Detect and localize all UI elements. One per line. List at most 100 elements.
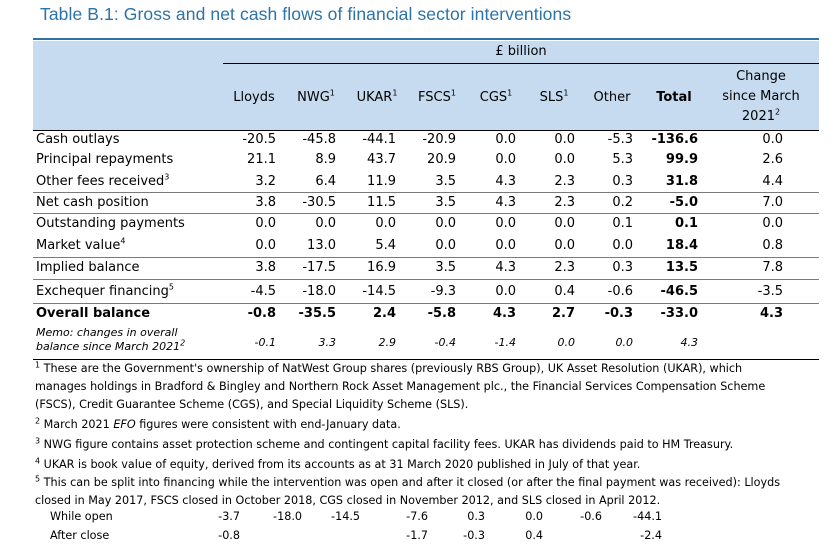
cell-sls: 2.3 bbox=[554, 195, 575, 210]
cell-change: 2.6 bbox=[762, 152, 783, 167]
cell-nwg: 0.0 bbox=[315, 216, 336, 231]
cell-cgs: 4.3 bbox=[495, 174, 516, 189]
cell-lloyds: 3.2 bbox=[255, 174, 276, 189]
cell-lloyds: -20.5 bbox=[242, 132, 276, 147]
cell-other: 0.2 bbox=[612, 195, 633, 210]
cell-fscs: 3.5 bbox=[435, 174, 456, 189]
cell-total: -5.0 bbox=[669, 195, 698, 210]
row-label: Principal repayments bbox=[36, 152, 174, 167]
cell-fscs: 0.0 bbox=[435, 216, 456, 231]
memo-rule bbox=[33, 359, 819, 360]
cell-other: 0.3 bbox=[612, 174, 633, 189]
table-row: Principal repayments 21.1 8.9 43.7 20.9 0.0 0.… bbox=[33, 150, 819, 170]
memo-value-fscs: -0.4 bbox=[434, 336, 456, 349]
split-row-label: After close bbox=[50, 529, 110, 542]
cell-nwg: -18.0 bbox=[302, 284, 336, 299]
row-label: Net cash position bbox=[36, 195, 149, 210]
memo-row: Memo: changes in overall balance since M… bbox=[33, 326, 819, 358]
cell-cgs: 4.3 bbox=[492, 306, 516, 321]
cell-ukar: 11.5 bbox=[367, 195, 396, 210]
cell-total: 99.9 bbox=[665, 152, 698, 167]
col-header-sls: SLS1 bbox=[539, 88, 569, 105]
cell-ukar: 43.7 bbox=[367, 152, 396, 167]
cell-ukar: 11.9 bbox=[367, 174, 396, 189]
cell-sls: 0.4 bbox=[554, 284, 575, 299]
cell-total: -33.0 bbox=[660, 306, 698, 321]
cell-other: 0.1 bbox=[612, 216, 633, 231]
memo-value-total: 4.3 bbox=[680, 336, 699, 349]
cell-other: -0.3 bbox=[604, 306, 633, 321]
cell-ukar: 5.4 bbox=[375, 238, 396, 253]
split-cell-fscs: -1.7 bbox=[406, 529, 428, 542]
cell-cgs: 0.0 bbox=[495, 238, 516, 253]
split-cell-fscs: -7.6 bbox=[406, 510, 428, 523]
col-header-cgs: CGS1 bbox=[479, 88, 513, 105]
cell-lloyds: 0.0 bbox=[255, 216, 276, 231]
footnote-5-line-1: 5 This can be split into financing while… bbox=[35, 474, 781, 489]
cell-total: 13.5 bbox=[665, 260, 698, 275]
memo-value-nwg: 3.3 bbox=[318, 336, 337, 349]
split-cell-total: -2.4 bbox=[640, 529, 662, 542]
cell-total: 0.1 bbox=[674, 216, 698, 231]
cell-lloyds: -0.8 bbox=[247, 306, 276, 321]
row-label: Exchequer financing5 bbox=[36, 282, 175, 299]
split-cell-cgs: 0.3 bbox=[467, 510, 485, 523]
cell-cgs: 4.3 bbox=[495, 260, 516, 275]
cell-ukar: 16.9 bbox=[367, 260, 396, 275]
cell-other: -5.3 bbox=[607, 132, 633, 147]
col-header-other: Other bbox=[593, 90, 631, 105]
footnote-3: 3 NWG figure contains asset protection s… bbox=[35, 436, 734, 451]
cell-change: 7.0 bbox=[762, 195, 783, 210]
row-rule bbox=[33, 213, 819, 214]
title-rule bbox=[33, 38, 819, 40]
split-cell-ukar: -14.5 bbox=[331, 510, 360, 523]
memo-label: Memo: changes in overall balance since M… bbox=[36, 326, 186, 353]
cell-sls: 0.0 bbox=[554, 216, 575, 231]
cell-nwg: -30.5 bbox=[302, 195, 336, 210]
row-label: Other fees received3 bbox=[36, 172, 170, 189]
cell-nwg: -35.5 bbox=[298, 306, 336, 321]
table-row: Exchequer financing5 -4.5 -18.0 -14.5 -9.3 0.… bbox=[33, 282, 819, 302]
table-row: Overall balance -0.8 -35.5 2.4 -5.8 4.3 2.7 -0.… bbox=[33, 304, 819, 324]
cell-sls: 0.0 bbox=[554, 132, 575, 147]
col-header-total: Total bbox=[656, 90, 692, 105]
row-rule bbox=[33, 303, 819, 304]
footnote-5-line-2: closed in May 2017, FSCS closed in Octob… bbox=[35, 494, 661, 507]
row-rule bbox=[33, 192, 819, 193]
cell-cgs: 4.3 bbox=[495, 195, 516, 210]
cell-other: 0.3 bbox=[612, 260, 633, 275]
cell-ukar: -14.5 bbox=[362, 284, 396, 299]
split-cell-nwg: -18.0 bbox=[273, 510, 302, 523]
split-row-label: While open bbox=[50, 510, 113, 523]
footnote-1-line-3: (FSCS), Credit Guarantee Scheme (CGS), a… bbox=[35, 398, 469, 411]
cell-fscs: -20.9 bbox=[422, 132, 456, 147]
table-row: Net cash position 3.8 -30.5 11.5 3.5 4.3 2.3 0.… bbox=[33, 193, 819, 213]
split-cell-sls: 0.0 bbox=[525, 510, 543, 523]
cell-fscs: -9.3 bbox=[430, 284, 456, 299]
split-cell-cgs: -0.3 bbox=[463, 529, 485, 542]
cell-nwg: 13.0 bbox=[307, 238, 336, 253]
footnote-2: 2 March 2021 EFO figures were consistent… bbox=[35, 416, 401, 431]
cell-total: 18.4 bbox=[665, 238, 698, 253]
footnote-4: 4 UKAR is book value of equity, derived … bbox=[35, 456, 641, 471]
memo-value-lloyds: -0.1 bbox=[254, 336, 276, 349]
unit-rule bbox=[223, 63, 819, 64]
cell-ukar: -44.1 bbox=[362, 132, 396, 147]
table-header-background bbox=[33, 41, 819, 131]
row-label: Market value4 bbox=[36, 236, 126, 253]
cell-cgs: 0.0 bbox=[495, 132, 516, 147]
cell-lloyds: 0.0 bbox=[255, 238, 276, 253]
footnote-1-line-2: manages holdings in Bradford & Bingley a… bbox=[35, 380, 766, 393]
cell-other: 0.0 bbox=[612, 238, 633, 253]
cell-sls: 2.3 bbox=[554, 174, 575, 189]
cell-sls: 0.0 bbox=[554, 238, 575, 253]
cell-total: -136.6 bbox=[651, 132, 698, 147]
cell-nwg: 8.9 bbox=[315, 152, 336, 167]
table-row: Outstanding payments 0.0 0.0 0.0 0.0 0.0 0.0 0.… bbox=[33, 214, 819, 234]
row-rule bbox=[33, 279, 819, 280]
cell-total: -46.5 bbox=[660, 284, 698, 299]
cell-lloyds: 21.1 bbox=[247, 152, 276, 167]
row-rule bbox=[33, 257, 819, 258]
col-header-ukar: UKAR1 bbox=[356, 88, 398, 105]
split-cell-lloyds: -3.7 bbox=[218, 510, 240, 523]
